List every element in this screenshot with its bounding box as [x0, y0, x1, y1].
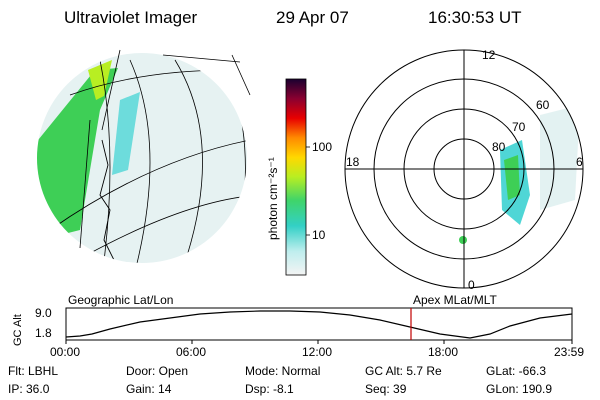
colorbar: [285, 78, 307, 276]
mlt-label-0: 0: [468, 278, 475, 292]
aurora-bright-spot: [88, 60, 112, 100]
gcalt-info: GC Alt: 5.7 Re: [365, 364, 442, 378]
colorbar-ticks: [306, 146, 310, 236]
mode-info: Mode: Normal: [245, 364, 321, 378]
apex-label: Apex MLat/MLT: [413, 293, 497, 307]
timeline-ytick-high: 9.0: [35, 306, 52, 320]
timeline-plot: [65, 307, 573, 344]
glat-info: GLat: -66.3: [486, 364, 547, 378]
time-label: 16:30:53 UT: [428, 8, 522, 27]
colorbar-tick-100: 100: [312, 140, 333, 154]
timeline-ticks: [65, 340, 573, 344]
polar-aurora-blob: [459, 236, 467, 244]
geographic-label: Geographic Lat/Lon: [68, 293, 174, 307]
instrument-title: Ultraviolet Imager: [64, 8, 198, 27]
altitude-curve: [65, 310, 573, 339]
timeline-ylabel: GC Alt: [12, 314, 24, 346]
timeline-ytick-low: 1.8: [35, 326, 52, 340]
filter-info: Flt: LBHL: [8, 364, 59, 378]
lat-label-70: 70: [512, 120, 526, 134]
aurora-band-left: [37, 68, 118, 240]
timeline-xtick-1800: 18:00: [428, 345, 459, 359]
lat-label-80: 80: [492, 140, 506, 154]
geographic-image: [37, 49, 251, 263]
timeline-frame: [65, 307, 573, 341]
seq-info: Seq: 39: [365, 382, 407, 396]
timeline-xtick-0600: 06:00: [176, 345, 207, 359]
polar-aurora-core: [504, 155, 520, 200]
dsp-info: Dsp: -8.1: [245, 382, 294, 396]
colorbar-tick-10: 10: [312, 228, 326, 242]
aurora-band-cyan: [112, 92, 140, 175]
polar-plot: [344, 49, 584, 289]
timeline-xtick-0000: 00:00: [50, 345, 81, 359]
mlt-label-12: 12: [482, 48, 496, 62]
timeline-xtick-1200: 12:00: [302, 345, 333, 359]
polar-dayside-glow: [540, 105, 580, 210]
glon-info: GLon: 190.9: [486, 382, 553, 396]
lat-label-60: 60: [536, 98, 550, 112]
gain-info: Gain: 14: [126, 382, 172, 396]
door-info: Door: Open: [126, 364, 189, 378]
ip-info: IP: 36.0: [8, 382, 50, 396]
mlt-label-6: 6: [576, 155, 583, 169]
grid-extensions: [79, 49, 251, 249]
timeline-xtick-2359: 23:59: [554, 345, 585, 359]
date-label: 29 Apr 07: [276, 8, 349, 27]
polar-grid: [344, 49, 584, 289]
colorbar-unit-label: photon cm⁻²s⁻¹: [266, 157, 280, 240]
mlt-label-18: 18: [346, 155, 360, 169]
